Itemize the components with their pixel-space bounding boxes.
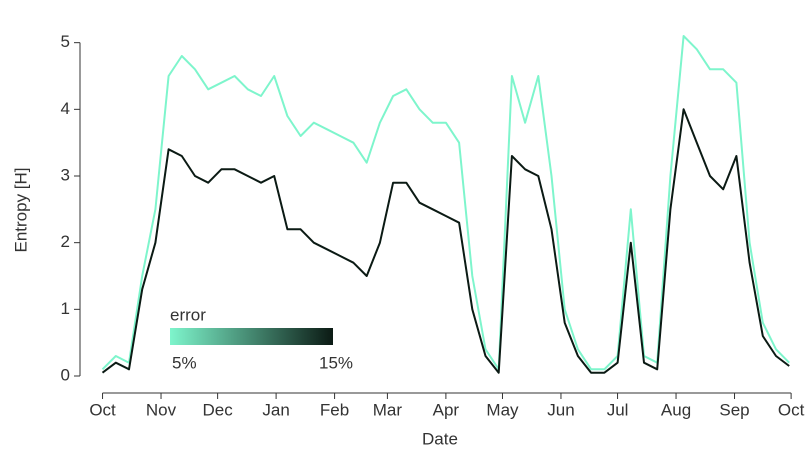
y-tick-label: 1 xyxy=(61,299,70,318)
series-line xyxy=(101,35,790,371)
x-tick-label: Oct xyxy=(89,400,116,419)
colorbar xyxy=(170,328,333,345)
x-tick-label: Apr xyxy=(433,400,460,419)
x-axis-label: Date xyxy=(422,429,458,448)
x-tick-label: Aug xyxy=(661,400,691,419)
y-tick-label: 5 xyxy=(61,32,70,51)
x-tick-label: Jul xyxy=(607,400,629,419)
x-tick-label: Dec xyxy=(203,400,234,419)
x-tick-label: Oct xyxy=(778,400,805,419)
x-tick-label: Sep xyxy=(719,400,749,419)
y-tick-label: 3 xyxy=(61,165,70,184)
y-axis-label: Entropy [H] xyxy=(11,167,30,252)
y-tick-label: 4 xyxy=(61,99,70,118)
x-tick-label: Jun xyxy=(547,400,574,419)
x-tick-label: Nov xyxy=(146,400,177,419)
legend-max-label: 15% xyxy=(319,353,353,372)
legend-min-label: 5% xyxy=(172,353,197,372)
x-tick-label: May xyxy=(486,400,519,419)
y-tick-label: 0 xyxy=(61,365,70,384)
x-tick-label: Jan xyxy=(262,400,289,419)
y-tick-label: 2 xyxy=(61,232,70,251)
series-line xyxy=(101,108,790,374)
legend-title: error xyxy=(170,305,206,324)
x-tick-label: Mar xyxy=(373,400,403,419)
x-tick-label: Feb xyxy=(320,400,349,419)
